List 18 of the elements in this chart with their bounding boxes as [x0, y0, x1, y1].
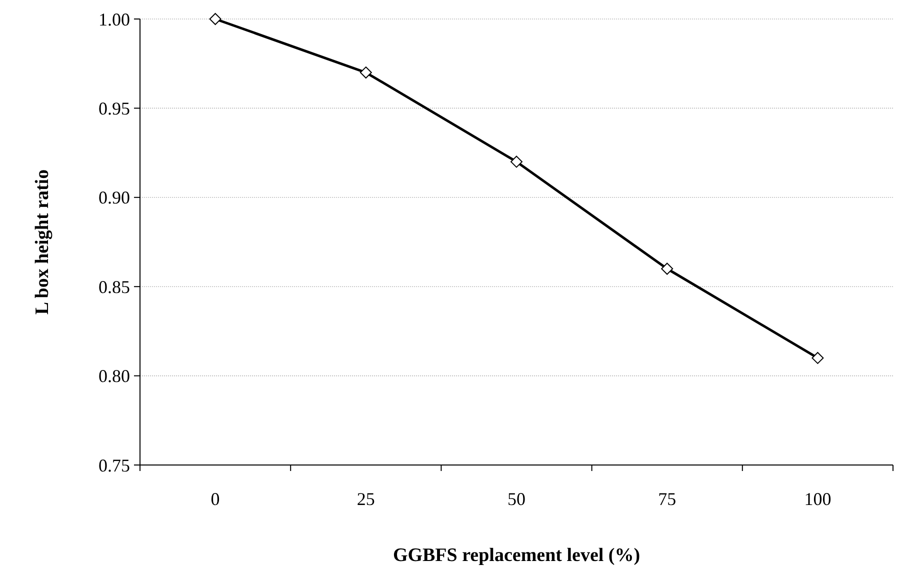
point: [209, 13, 222, 25]
x-tick-label: 50: [508, 489, 526, 509]
y-tick-label: 0.85: [98, 276, 130, 297]
point: [510, 156, 522, 168]
point: [661, 262, 674, 275]
x-axis-title: GGBFS replacement level (%): [392, 545, 640, 566]
point: [360, 66, 372, 79]
y-axis-title: L box height ratio: [32, 169, 53, 315]
y-tick-label: 0.95: [98, 98, 130, 118]
y-tick-label: 0.80: [98, 366, 130, 386]
x-tick-label: 75: [658, 489, 676, 509]
y-tick-label: 0.75: [98, 455, 130, 476]
y-tick-label: 0.90: [98, 188, 130, 208]
x-tick-label: 25: [356, 489, 375, 509]
y-tick-label: 1.00: [98, 9, 130, 30]
x-tick-label: 100: [804, 489, 832, 509]
point: [812, 352, 824, 364]
x-tick-label: 0: [210, 489, 220, 509]
